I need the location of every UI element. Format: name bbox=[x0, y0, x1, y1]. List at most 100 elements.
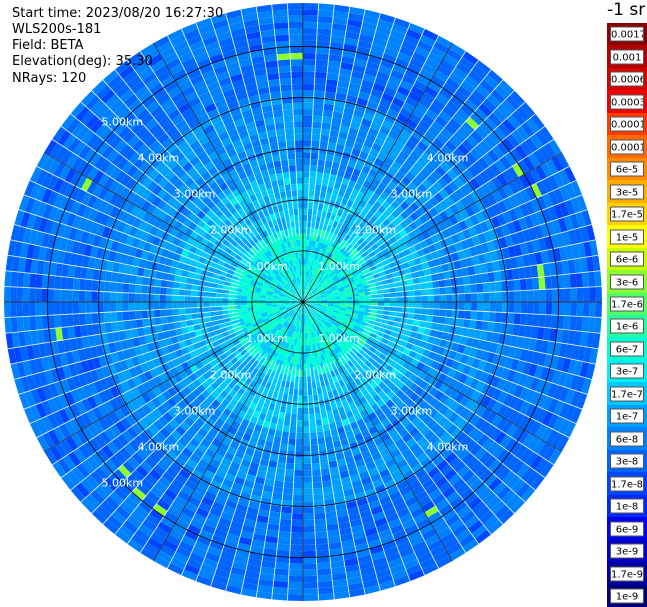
range-gate-cell bbox=[429, 206, 439, 218]
range-gate-cell bbox=[91, 509, 108, 525]
range-gate-cell bbox=[306, 364, 311, 371]
range-gate-cell bbox=[270, 281, 277, 287]
range-gate-cell bbox=[120, 211, 131, 224]
range-gate-cell bbox=[347, 179, 357, 189]
range-gate-cell bbox=[361, 379, 370, 388]
range-gate-cell bbox=[164, 422, 176, 435]
range-gate-cell bbox=[58, 408, 70, 424]
range-gate-cell bbox=[307, 284, 311, 291]
range-gate-cell bbox=[456, 231, 466, 242]
range-gate-cell bbox=[364, 67, 379, 77]
range-gate-cell bbox=[482, 98, 497, 113]
range-gate-cell bbox=[271, 442, 281, 450]
range-gate-cell bbox=[401, 40, 417, 52]
range-gate-cell bbox=[239, 274, 247, 280]
range-gate-cell bbox=[316, 34, 331, 42]
range-gate-cell bbox=[158, 339, 167, 349]
range-gate-cell bbox=[95, 344, 105, 357]
range-gate-cell bbox=[333, 322, 340, 328]
range-gate-cell bbox=[193, 448, 205, 459]
range-gate-cell bbox=[265, 303, 272, 306]
range-gate-cell bbox=[475, 380, 486, 393]
range-gate-cell bbox=[516, 336, 525, 349]
range-gate-cell bbox=[172, 308, 180, 316]
range-gate-cell bbox=[475, 84, 491, 99]
range-gate-cell bbox=[312, 266, 317, 273]
range-gate-cell bbox=[123, 496, 139, 511]
range-gate-cell bbox=[295, 319, 299, 327]
range-gate-cell bbox=[166, 294, 173, 302]
range-gate-cell bbox=[284, 329, 289, 336]
range-gate-cell bbox=[390, 124, 403, 135]
range-gate-cell bbox=[428, 185, 439, 197]
range-gate-cell bbox=[303, 252, 306, 259]
range-gate-cell bbox=[459, 56, 476, 71]
range-gate-cell bbox=[325, 517, 339, 525]
range-gate-cell bbox=[160, 493, 175, 506]
range-gate-cell bbox=[318, 335, 323, 342]
range-gate-cell bbox=[161, 454, 174, 467]
range-gate-cell bbox=[285, 307, 292, 311]
range-gate-cell bbox=[86, 194, 98, 209]
range-gate-cell bbox=[249, 341, 257, 348]
range-gate-cell bbox=[542, 263, 551, 277]
range-gate-cell bbox=[477, 253, 486, 265]
range-gate-cell bbox=[522, 156, 535, 172]
range-gate-cell bbox=[519, 348, 529, 362]
range-gate-cell bbox=[502, 183, 514, 198]
range-gate-cell bbox=[567, 359, 578, 375]
range-gate-cell bbox=[303, 102, 314, 110]
range-gate-cell bbox=[93, 210, 104, 224]
range-gate-cell bbox=[198, 569, 215, 581]
range-gate-cell bbox=[353, 345, 362, 352]
range-gate-cell bbox=[116, 302, 123, 312]
range-gate-cell bbox=[85, 474, 100, 490]
range-gate-cell bbox=[278, 531, 291, 539]
range-gate-cell bbox=[318, 320, 324, 327]
range-gate-cell bbox=[444, 397, 455, 409]
range-gate-cell bbox=[361, 371, 370, 380]
range-gate-cell bbox=[136, 482, 151, 496]
range-gate-cell bbox=[452, 113, 466, 127]
range-gate-cell bbox=[300, 339, 303, 346]
range-gate-cell bbox=[349, 121, 361, 131]
range-gate-cell bbox=[328, 319, 335, 324]
range-gate-cell bbox=[110, 311, 118, 323]
range-gate-cell bbox=[178, 308, 186, 315]
range-gate-cell bbox=[67, 265, 76, 278]
range-gate-cell bbox=[314, 184, 322, 192]
range-gate-cell bbox=[491, 189, 503, 203]
ray-separator bbox=[361, 165, 570, 273]
range-gate-cell bbox=[315, 304, 322, 307]
range-gate-cell bbox=[407, 91, 422, 103]
range-gate-cell bbox=[135, 196, 147, 209]
range-gate-cell bbox=[317, 28, 332, 36]
range-gate-cell bbox=[433, 257, 442, 267]
range-gate-cell bbox=[258, 321, 266, 327]
range-gate-cell bbox=[299, 364, 303, 371]
range-gate-cell bbox=[533, 302, 540, 315]
range-gate-cell bbox=[421, 478, 435, 491]
range-gate-cell bbox=[18, 257, 27, 273]
range-gate-cell bbox=[146, 192, 157, 204]
range-gate-cell bbox=[558, 169, 571, 186]
range-gate-cell bbox=[334, 320, 341, 326]
range-gate-cell bbox=[98, 236, 108, 249]
range-gate-cell bbox=[526, 289, 534, 302]
range-gate-cell bbox=[455, 326, 463, 336]
range-gate-cell bbox=[244, 276, 252, 282]
range-gate-cell bbox=[330, 363, 337, 371]
range-gate-cell bbox=[162, 330, 171, 340]
range-gate-cell bbox=[350, 364, 358, 373]
range-gate-cell bbox=[212, 364, 221, 373]
range-gate-cell bbox=[564, 404, 577, 422]
range-gate-cell bbox=[390, 469, 403, 480]
range-gate-cell bbox=[119, 501, 135, 515]
range-gate-cell bbox=[29, 166, 43, 183]
range-gate-cell bbox=[104, 427, 117, 442]
range-gate-cell bbox=[419, 34, 436, 47]
range-gate-cell bbox=[344, 100, 357, 110]
range-gate-cell bbox=[349, 380, 358, 389]
range-gate-cell bbox=[358, 247, 366, 255]
range-gate-cell bbox=[334, 446, 344, 455]
